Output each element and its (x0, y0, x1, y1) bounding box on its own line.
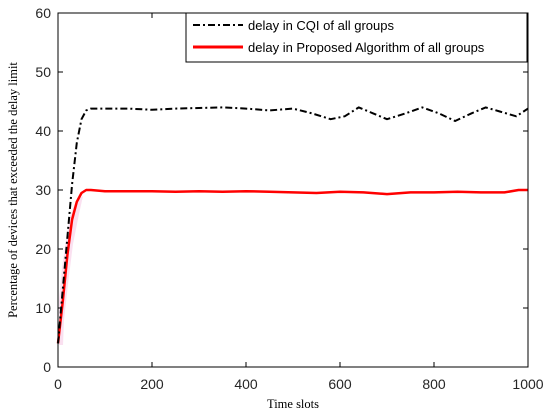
y-tick-label: 20 (35, 241, 51, 257)
x-tick-label: 400 (234, 376, 258, 392)
shaded-region (59, 196, 83, 345)
x-axis-label: Time slots (267, 397, 319, 411)
y-tick-label: 60 (35, 5, 51, 21)
y-tick-label: 0 (43, 359, 51, 375)
y-tick-label: 30 (35, 182, 51, 198)
x-tick-label: 800 (422, 376, 446, 392)
x-tick-label: 1000 (512, 376, 543, 392)
y-tick-label: 40 (35, 123, 51, 139)
cqi-delay-line (57, 106, 529, 344)
legend-label-proposed-algorithm: delay in Proposed Algorithm of all group… (248, 40, 485, 55)
legend-label-cqi: delay in CQI of all groups (248, 18, 394, 33)
x-tick-label: 0 (54, 376, 62, 392)
y-tick-label: 50 (35, 64, 51, 80)
legend: delay in CQI of all groups delay in Prop… (185, 12, 528, 63)
y-tick-label: 10 (35, 300, 51, 316)
legend-box (185, 12, 528, 63)
x-tick-label: 200 (140, 376, 164, 392)
proposed-algorithm-delay-line (56, 188, 528, 344)
x-tick-label: 600 (328, 376, 352, 392)
y-axis-label: Percentage of devices that exceeded the … (6, 62, 20, 318)
